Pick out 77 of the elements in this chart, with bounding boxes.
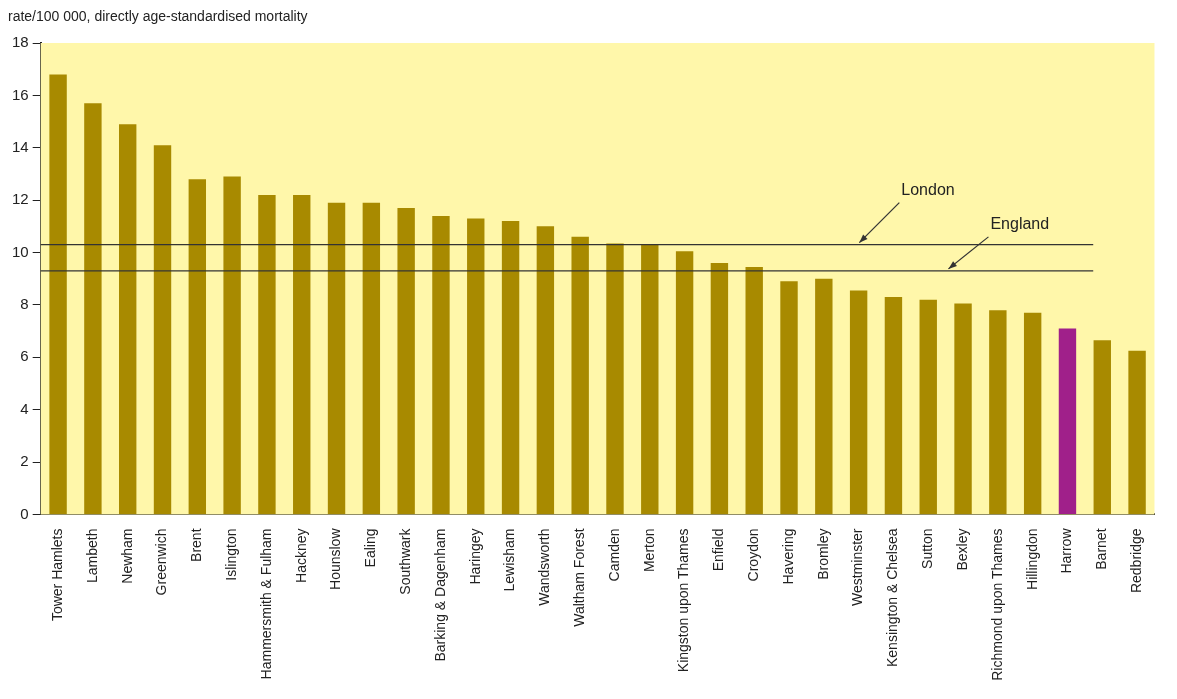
- bar: [675, 251, 694, 514]
- bar: [745, 266, 763, 514]
- x-tick-label: Croydon: [745, 528, 762, 582]
- ref-line-label: London: [901, 181, 955, 199]
- bar: [327, 202, 346, 514]
- bar: [501, 221, 520, 514]
- x-tick-label: Hammersmith & Fulham: [257, 528, 274, 680]
- bar: [1023, 312, 1042, 514]
- y-tick-label: 18: [12, 33, 29, 51]
- bar: [641, 244, 659, 514]
- bar: [293, 194, 311, 514]
- bar: [919, 299, 937, 514]
- y-tick-label: 2: [20, 452, 29, 470]
- bar: [606, 243, 624, 514]
- x-tick-label: Havering: [779, 528, 796, 585]
- bar: [536, 226, 555, 514]
- x-tick-label: Westminster: [849, 528, 866, 607]
- x-tick-label: Sutton: [919, 528, 936, 569]
- x-tick-label: Hillingdon: [1023, 528, 1040, 590]
- bar: [119, 124, 137, 514]
- y-tick-label: 6: [20, 347, 29, 365]
- bar: [223, 176, 241, 514]
- bar: [258, 194, 276, 514]
- bar: [884, 297, 903, 514]
- x-tick-label: Waltham Forest: [571, 528, 588, 627]
- bar: [849, 290, 868, 514]
- bar: [188, 179, 207, 514]
- bar: [467, 218, 485, 514]
- x-tick-label: Brent: [188, 528, 205, 562]
- x-tick-label: Islington: [222, 528, 239, 581]
- x-tick-label: Bexley: [953, 528, 970, 571]
- x-tick-label: Camden: [605, 528, 622, 582]
- bar: [815, 278, 833, 514]
- x-tick-label: Hackney: [292, 528, 309, 583]
- y-tick-label: 14: [12, 137, 29, 155]
- bar: [49, 74, 67, 514]
- y-tick-label: 4: [20, 399, 29, 417]
- x-tick-label: Richmond upon Thames: [988, 528, 1005, 681]
- x-tick-label: Kingston upon Thames: [675, 528, 692, 673]
- bar: [571, 236, 589, 514]
- y-tick-label: 0: [20, 504, 29, 522]
- x-tick-label: Wandsworth: [536, 528, 553, 606]
- x-tick-label: Hounslow: [327, 527, 344, 590]
- x-tick-label: Barnet: [1093, 528, 1110, 570]
- x-tick-label: Kensington & Chelsea: [884, 528, 901, 668]
- x-tick-label: Ealing: [362, 528, 379, 568]
- x-tick-label: Lewisham: [501, 528, 518, 592]
- y-tick-label: 10: [12, 242, 29, 260]
- x-tick-label: Redbridge: [1127, 528, 1144, 594]
- bar: [362, 202, 381, 514]
- bar: [432, 215, 450, 514]
- bar: [1128, 350, 1146, 514]
- y-tick-label: 16: [12, 85, 29, 103]
- bar: [153, 145, 172, 514]
- bar: [1093, 340, 1111, 514]
- x-tick-label: Lambeth: [83, 528, 100, 583]
- x-tick-label: Bromley: [814, 528, 831, 580]
- x-tick-label: Southwark: [397, 527, 414, 595]
- y-tick-label: 12: [12, 190, 29, 208]
- x-tick-label: Enfield: [710, 528, 727, 572]
- x-tick-label: Barking & Dagenham: [431, 528, 448, 662]
- bar: [84, 103, 102, 514]
- y-axis-title: rate/100 000, directly age-standardised mortality: [8, 8, 309, 26]
- bar: [1058, 328, 1077, 514]
- bar: [989, 310, 1007, 514]
- x-tick-label: Haringey: [466, 528, 483, 585]
- x-tick-label: Merton: [640, 528, 657, 573]
- x-tick-label: Tower Hamlets: [48, 528, 65, 622]
- x-tick-label: Newham: [118, 528, 135, 584]
- bar: [710, 263, 729, 514]
- y-tick-label: 8: [20, 295, 29, 313]
- x-tick-label: Greenwich: [153, 528, 170, 596]
- ref-line-label: England: [990, 215, 1050, 233]
- bar: [780, 281, 798, 514]
- bar: [397, 208, 415, 514]
- x-tick-label: Harrow: [1058, 527, 1075, 574]
- bar: [954, 303, 972, 514]
